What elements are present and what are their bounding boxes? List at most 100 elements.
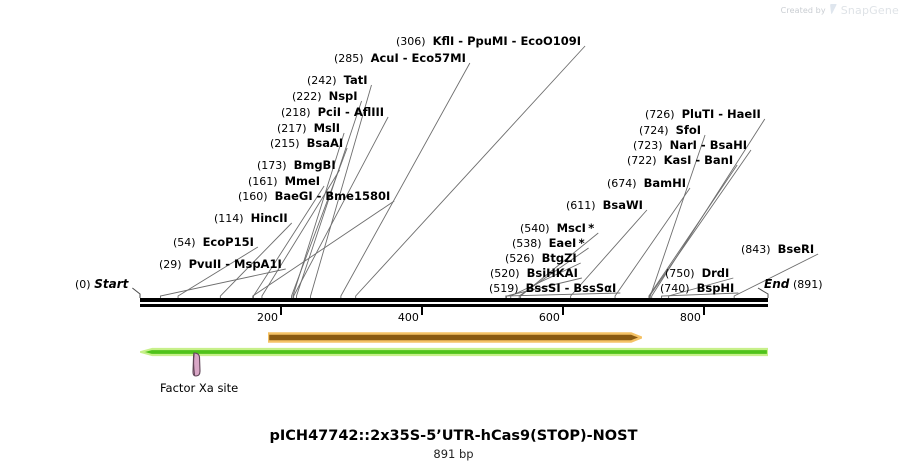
enzyme-name: NspI: [328, 89, 358, 103]
sequence-axis-bar: [140, 298, 768, 302]
enzyme-name-separator: -: [714, 107, 728, 121]
enzyme-position: (726): [645, 108, 682, 121]
enzyme-leader-line: [159, 268, 286, 298]
enzyme-label[interactable]: (520) BsiHKAI: [490, 266, 578, 281]
enzyme-position: (520): [490, 267, 527, 280]
enzyme-name: BssSαI: [573, 281, 617, 295]
enzyme-name: KflI: [432, 34, 455, 48]
enzyme-label[interactable]: (740) BspHI: [660, 282, 734, 296]
enzyme-position: (519): [489, 282, 526, 295]
enzyme-name: BtgZI: [541, 251, 577, 265]
enzyme-name: MmeI: [284, 174, 321, 188]
enzyme-position: (750): [665, 267, 702, 280]
enzyme-name: MscI *: [556, 221, 595, 235]
enzyme-name: BsaAI: [306, 136, 344, 150]
enzyme-position: (538): [512, 237, 549, 250]
enzyme-name: PvuII: [188, 257, 222, 271]
enzyme-name: MspA1I: [234, 257, 282, 271]
watermark-brand-text: SnapGene: [840, 3, 899, 17]
enzyme-position: (740): [660, 282, 697, 295]
title-block: pICH47742::2x35S-5’UTR-hCas9(STOP)-NOST …: [0, 428, 907, 461]
enzyme-position: (526): [505, 252, 542, 265]
enzyme-label[interactable]: (843) BseRI: [741, 242, 815, 257]
enzyme-position: (218): [281, 106, 318, 119]
enzyme-label[interactable]: (222) NspI: [292, 89, 358, 104]
enzyme-position: (114): [214, 212, 251, 225]
enzyme-label[interactable]: (217) MslI: [277, 122, 340, 136]
enzyme-name-separator: -: [696, 138, 710, 152]
enzyme-label[interactable]: (306) KflI - PpuMI - EcoO109I: [396, 34, 581, 49]
enzyme-name: SfoI: [675, 123, 702, 137]
cds-feature-arrow[interactable]: [266, 328, 643, 347]
enzyme-label[interactable]: (161) MmeI: [248, 174, 321, 189]
enzyme-position: (843): [741, 243, 778, 256]
end-position: (891): [793, 278, 823, 291]
snapgene-watermark: Created by SnapGene: [781, 2, 899, 18]
ruler-tick: [420, 307, 423, 315]
enzyme-label[interactable]: (674) BamHI: [607, 176, 686, 191]
enzyme-position: (215): [270, 137, 307, 150]
enzyme-name: Eco57MI: [411, 51, 466, 65]
enzyme-name: BssSI: [525, 281, 561, 295]
enzyme-label[interactable]: (726) PluTI - HaeII: [645, 107, 761, 122]
enzyme-name: BsaHI: [709, 138, 747, 152]
enzyme-label[interactable]: (215) BsaAI: [270, 136, 344, 151]
start-position: (0): [75, 278, 91, 291]
enzyme-position: (540): [520, 222, 557, 235]
enzyme-name-separator: -: [507, 34, 521, 48]
enzyme-position: (723): [633, 139, 670, 152]
enzyme-label[interactable]: (611) BsaWI: [566, 199, 643, 213]
enzyme-label[interactable]: (722) KasI - BanI: [627, 153, 734, 168]
enzyme-position: (674): [607, 177, 644, 190]
enzyme-label[interactable]: (519) BssSI - BssSαI: [489, 281, 617, 296]
enzyme-position: (306): [396, 35, 433, 48]
enzyme-label[interactable]: (242) TatI: [307, 74, 367, 88]
enzyme-position: (222): [292, 90, 329, 103]
ruler-tick: [279, 307, 282, 315]
enzyme-position: (611): [566, 199, 603, 212]
enzyme-name: BamHI: [643, 176, 686, 190]
end-label: End: [764, 277, 790, 291]
enzyme-label[interactable]: (54) EcoP15I: [173, 236, 254, 250]
enzyme-label[interactable]: (29) PvuII - MspA1I: [159, 257, 282, 272]
enzyme-label[interactable]: (173) BmgBI: [257, 159, 336, 173]
enzyme-position: (173): [257, 159, 294, 172]
enzyme-label[interactable]: (285) AcuI - Eco57MI: [334, 51, 466, 66]
enzyme-name: BsiHKAI: [526, 266, 578, 280]
enzyme-name: HaeII: [727, 107, 761, 121]
enzyme-position: (54): [173, 236, 203, 249]
factor-xa-site-marker[interactable]: [190, 352, 203, 381]
enzyme-label[interactable]: (526) BtgZI: [505, 251, 577, 266]
ruler-tick-label: 200: [256, 311, 278, 324]
enzyme-label[interactable]: (540) MscI *: [520, 221, 595, 236]
backbone-feature-arrow[interactable]: [139, 342, 770, 361]
enzyme-position: (161): [248, 175, 285, 188]
enzyme-label[interactable]: (723) NarI - BsaHI: [633, 138, 747, 153]
sequence-axis-bar-lower: [140, 304, 768, 307]
enzyme-label[interactable]: (218) PciI - AflIII: [281, 105, 384, 120]
enzyme-name: BanI: [704, 153, 734, 167]
enzyme-label[interactable]: (160) BaeGI - Bme1580I: [238, 189, 391, 204]
enzyme-name: Bme1580I: [325, 189, 391, 203]
enzyme-name: BaeGI: [274, 189, 313, 203]
factor-xa-site-label: Factor Xa site: [160, 381, 239, 395]
enzyme-label[interactable]: (724) SfoI: [639, 123, 702, 138]
enzyme-position: (242): [307, 74, 344, 87]
enzyme-label[interactable]: (538) EaeI *: [512, 236, 585, 251]
enzyme-position: (160): [238, 190, 275, 203]
enzyme-label[interactable]: (114) HincII: [214, 211, 288, 226]
enzyme-name-separator: -: [221, 257, 235, 271]
enzyme-name-separator: -: [312, 189, 326, 203]
enzyme-name: HincII: [250, 211, 288, 225]
enzyme-name: BseRI: [777, 242, 815, 256]
enzyme-name: EaeI *: [548, 236, 585, 250]
enzyme-name-separator: -: [341, 105, 354, 119]
enzyme-name: KasI: [663, 153, 692, 167]
enzyme-name-separator: -: [398, 51, 412, 65]
ruler-tick-label: 400: [397, 311, 419, 324]
watermark-created-by-text: Created by: [780, 5, 826, 15]
snapgene-logo-icon: [829, 4, 837, 16]
enzyme-label[interactable]: (750) DrdI: [665, 267, 729, 281]
